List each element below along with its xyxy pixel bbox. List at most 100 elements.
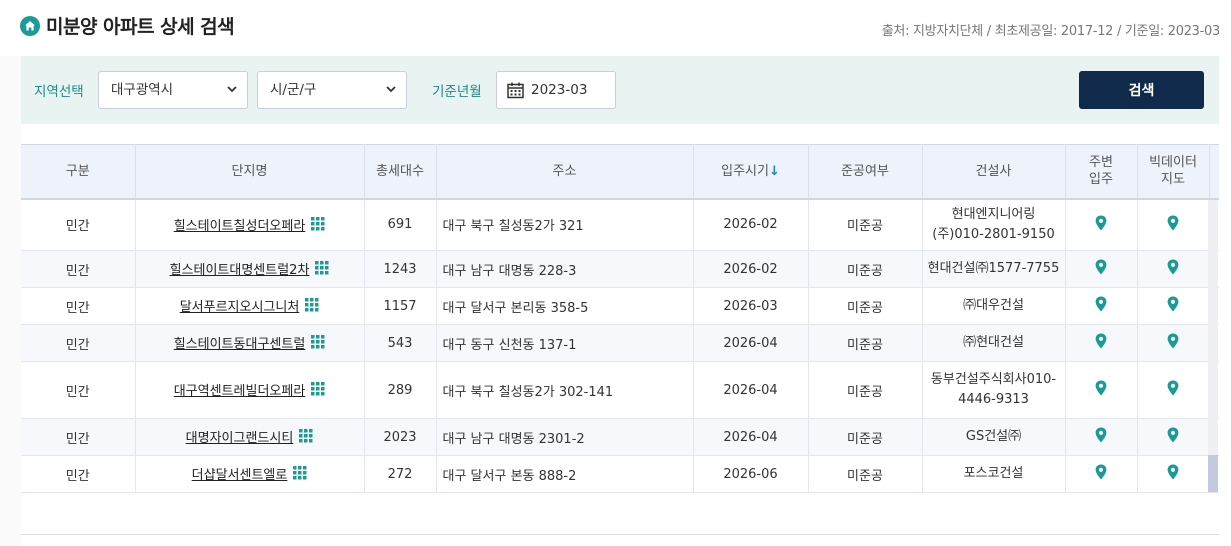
map-pin-icon[interactable] [1095, 464, 1107, 484]
results-table: 구분 단지명 총세대수 주소 입주시기↓ 준공여부 건설사 주변 입주 빅데이터 지… [21, 144, 1219, 493]
map-pin-icon[interactable] [1167, 296, 1179, 316]
chevron-down-icon [386, 86, 396, 93]
cell-nearby [1065, 198, 1138, 251]
grid-icon[interactable] [315, 261, 329, 279]
cell-move-in: 2026-04 [693, 324, 809, 362]
cell-builder: 현대엔지니어링(주)010-2801-9150 [922, 198, 1066, 251]
cell-bigdata [1137, 455, 1210, 493]
header-move-in[interactable]: 입주시기↓ [693, 144, 809, 200]
cell-bigdata [1137, 250, 1210, 288]
map-pin-icon[interactable] [1095, 333, 1107, 353]
map-pin-icon[interactable] [1095, 427, 1107, 447]
cell-units: 543 [364, 324, 437, 362]
filter-bar: 지역선택 대구광역시 시/군/구 기준년월 2023-03 검색 [21, 56, 1219, 124]
complex-name-link[interactable]: 힐스테이트칠성더오페라 [173, 218, 306, 234]
table-row: 민간 달서푸르지오시그니처 1157 대구 달서구 본리동 358-5 2026-03 미… [21, 287, 1219, 325]
district-select[interactable]: 시/군/구 [257, 71, 407, 109]
cell-bigdata [1137, 287, 1210, 325]
header-type: 구분 [21, 144, 136, 200]
cell-nearby [1065, 418, 1138, 456]
cell-address: 대구 동구 신천동 137-1 [436, 324, 694, 362]
cell-units: 691 [364, 198, 437, 251]
table-row: 민간 대구역센트레빌더오페라 289 대구 북구 칠성동2가 302-141 2026-… [21, 361, 1219, 419]
grid-icon[interactable] [293, 466, 307, 484]
region-select[interactable]: 대구광역시 [98, 71, 248, 109]
cell-address: 대구 북구 칠성동2가 321 [436, 198, 694, 251]
cell-units: 1243 [364, 250, 437, 288]
district-select-value: 시/군/구 [270, 82, 317, 98]
complex-name-link[interactable]: 힐스테이트대명센트럴2차 [169, 262, 310, 278]
cell-move-in: 2026-04 [693, 418, 809, 456]
cell-name: 대명자이그랜드시티 [135, 418, 365, 456]
header-builder: 건설사 [922, 144, 1066, 200]
cell-move-in: 2026-02 [693, 250, 809, 288]
map-pin-icon[interactable] [1095, 380, 1107, 400]
map-pin-icon[interactable] [1095, 259, 1107, 279]
results-table-wrap: 구분 단지명 총세대수 주소 입주시기↓ 준공여부 건설사 주변 입주 빅데이터 지… [21, 144, 1219, 493]
map-pin-icon[interactable] [1095, 215, 1107, 235]
cell-move-in: 2026-06 [693, 455, 809, 493]
cell-units: 289 [364, 361, 437, 419]
map-pin-icon[interactable] [1167, 380, 1179, 400]
cell-bigdata [1137, 198, 1210, 251]
complex-name-link[interactable]: 더샵달서센트엘로 [191, 467, 288, 483]
cell-completion: 미준공 [808, 250, 923, 288]
header-nearby-line2: 입주 [1089, 172, 1113, 188]
map-pin-icon[interactable] [1167, 215, 1179, 235]
title-wrap: 미분양 아파트 상세 검색 [20, 12, 235, 39]
cell-units: 2023 [364, 418, 437, 456]
complex-name-link[interactable]: 달서푸르지오시그니처 [179, 299, 300, 315]
table-header-row: 구분 단지명 총세대수 주소 입주시기↓ 준공여부 건설사 주변 입주 빅데이터 지… [21, 144, 1219, 200]
cell-name: 힐스테이트칠성더오페라 [135, 198, 365, 251]
header-nearby-line1: 주변 [1089, 155, 1113, 171]
grid-icon[interactable] [311, 382, 325, 400]
map-pin-icon[interactable] [1167, 464, 1179, 484]
cell-builder: ㈜대우건설 [922, 287, 1066, 325]
table-scrollbar-track[interactable] [1208, 200, 1218, 492]
map-pin-icon[interactable] [1167, 427, 1179, 447]
header-units: 총세대수 [364, 144, 437, 200]
cell-completion: 미준공 [808, 455, 923, 493]
cell-nearby [1065, 361, 1138, 419]
cell-type: 민간 [21, 455, 136, 493]
cell-nearby [1065, 324, 1138, 362]
bottom-divider [21, 534, 1219, 535]
map-pin-icon[interactable] [1167, 259, 1179, 279]
cell-type: 민간 [21, 250, 136, 288]
header-bigdata-line2: 지도 [1161, 172, 1185, 188]
cell-move-in: 2026-03 [693, 287, 809, 325]
grid-icon[interactable] [311, 335, 325, 353]
grid-icon[interactable] [311, 217, 325, 235]
header-bigdata: 빅데이터 지도 [1137, 144, 1210, 200]
cell-bigdata [1137, 324, 1210, 362]
complex-name-link[interactable]: 대구역센트레빌더오페라 [173, 383, 306, 399]
table-row: 민간 더샵달서센트엘로 272 대구 달서구 본동 888-2 2026-06 미준공 포스… [21, 455, 1219, 493]
map-pin-icon[interactable] [1167, 333, 1179, 353]
grid-icon[interactable] [299, 429, 313, 447]
cell-type: 민간 [21, 287, 136, 325]
region-label: 지역선택 [34, 84, 84, 100]
cell-completion: 미준공 [808, 198, 923, 251]
table-row: 민간 대명자이그랜드시티 2023 대구 남구 대명동 2301-2 2026-04 미준… [21, 418, 1219, 456]
search-button[interactable]: 검색 [1079, 71, 1204, 109]
grid-icon[interactable] [305, 298, 319, 316]
header-completion: 준공여부 [808, 144, 923, 200]
cell-builder: GS건설㈜ [922, 418, 1066, 456]
cell-nearby [1065, 250, 1138, 288]
complex-name-link[interactable]: 힐스테이트동대구센트럴 [173, 336, 306, 352]
map-pin-icon[interactable] [1095, 296, 1107, 316]
sort-arrow-icon[interactable]: ↓ [768, 163, 780, 179]
cell-units: 1157 [364, 287, 437, 325]
cell-address: 대구 북구 칠성동2가 302-141 [436, 361, 694, 419]
header-scroll-spacer [1209, 144, 1219, 200]
calendar-icon [507, 82, 524, 99]
cell-type: 민간 [21, 198, 136, 251]
cell-name: 달서푸르지오시그니처 [135, 287, 365, 325]
left-gutter [0, 56, 21, 546]
cell-builder: 동부건설주식회사010-4446-9313 [922, 361, 1066, 419]
month-input-value: 2023-03 [531, 82, 588, 98]
complex-name-link[interactable]: 대명자이그랜드시티 [185, 430, 294, 446]
table-scrollbar-thumb[interactable] [1208, 455, 1218, 492]
month-input[interactable]: 2023-03 [496, 71, 616, 109]
cell-type: 민간 [21, 324, 136, 362]
